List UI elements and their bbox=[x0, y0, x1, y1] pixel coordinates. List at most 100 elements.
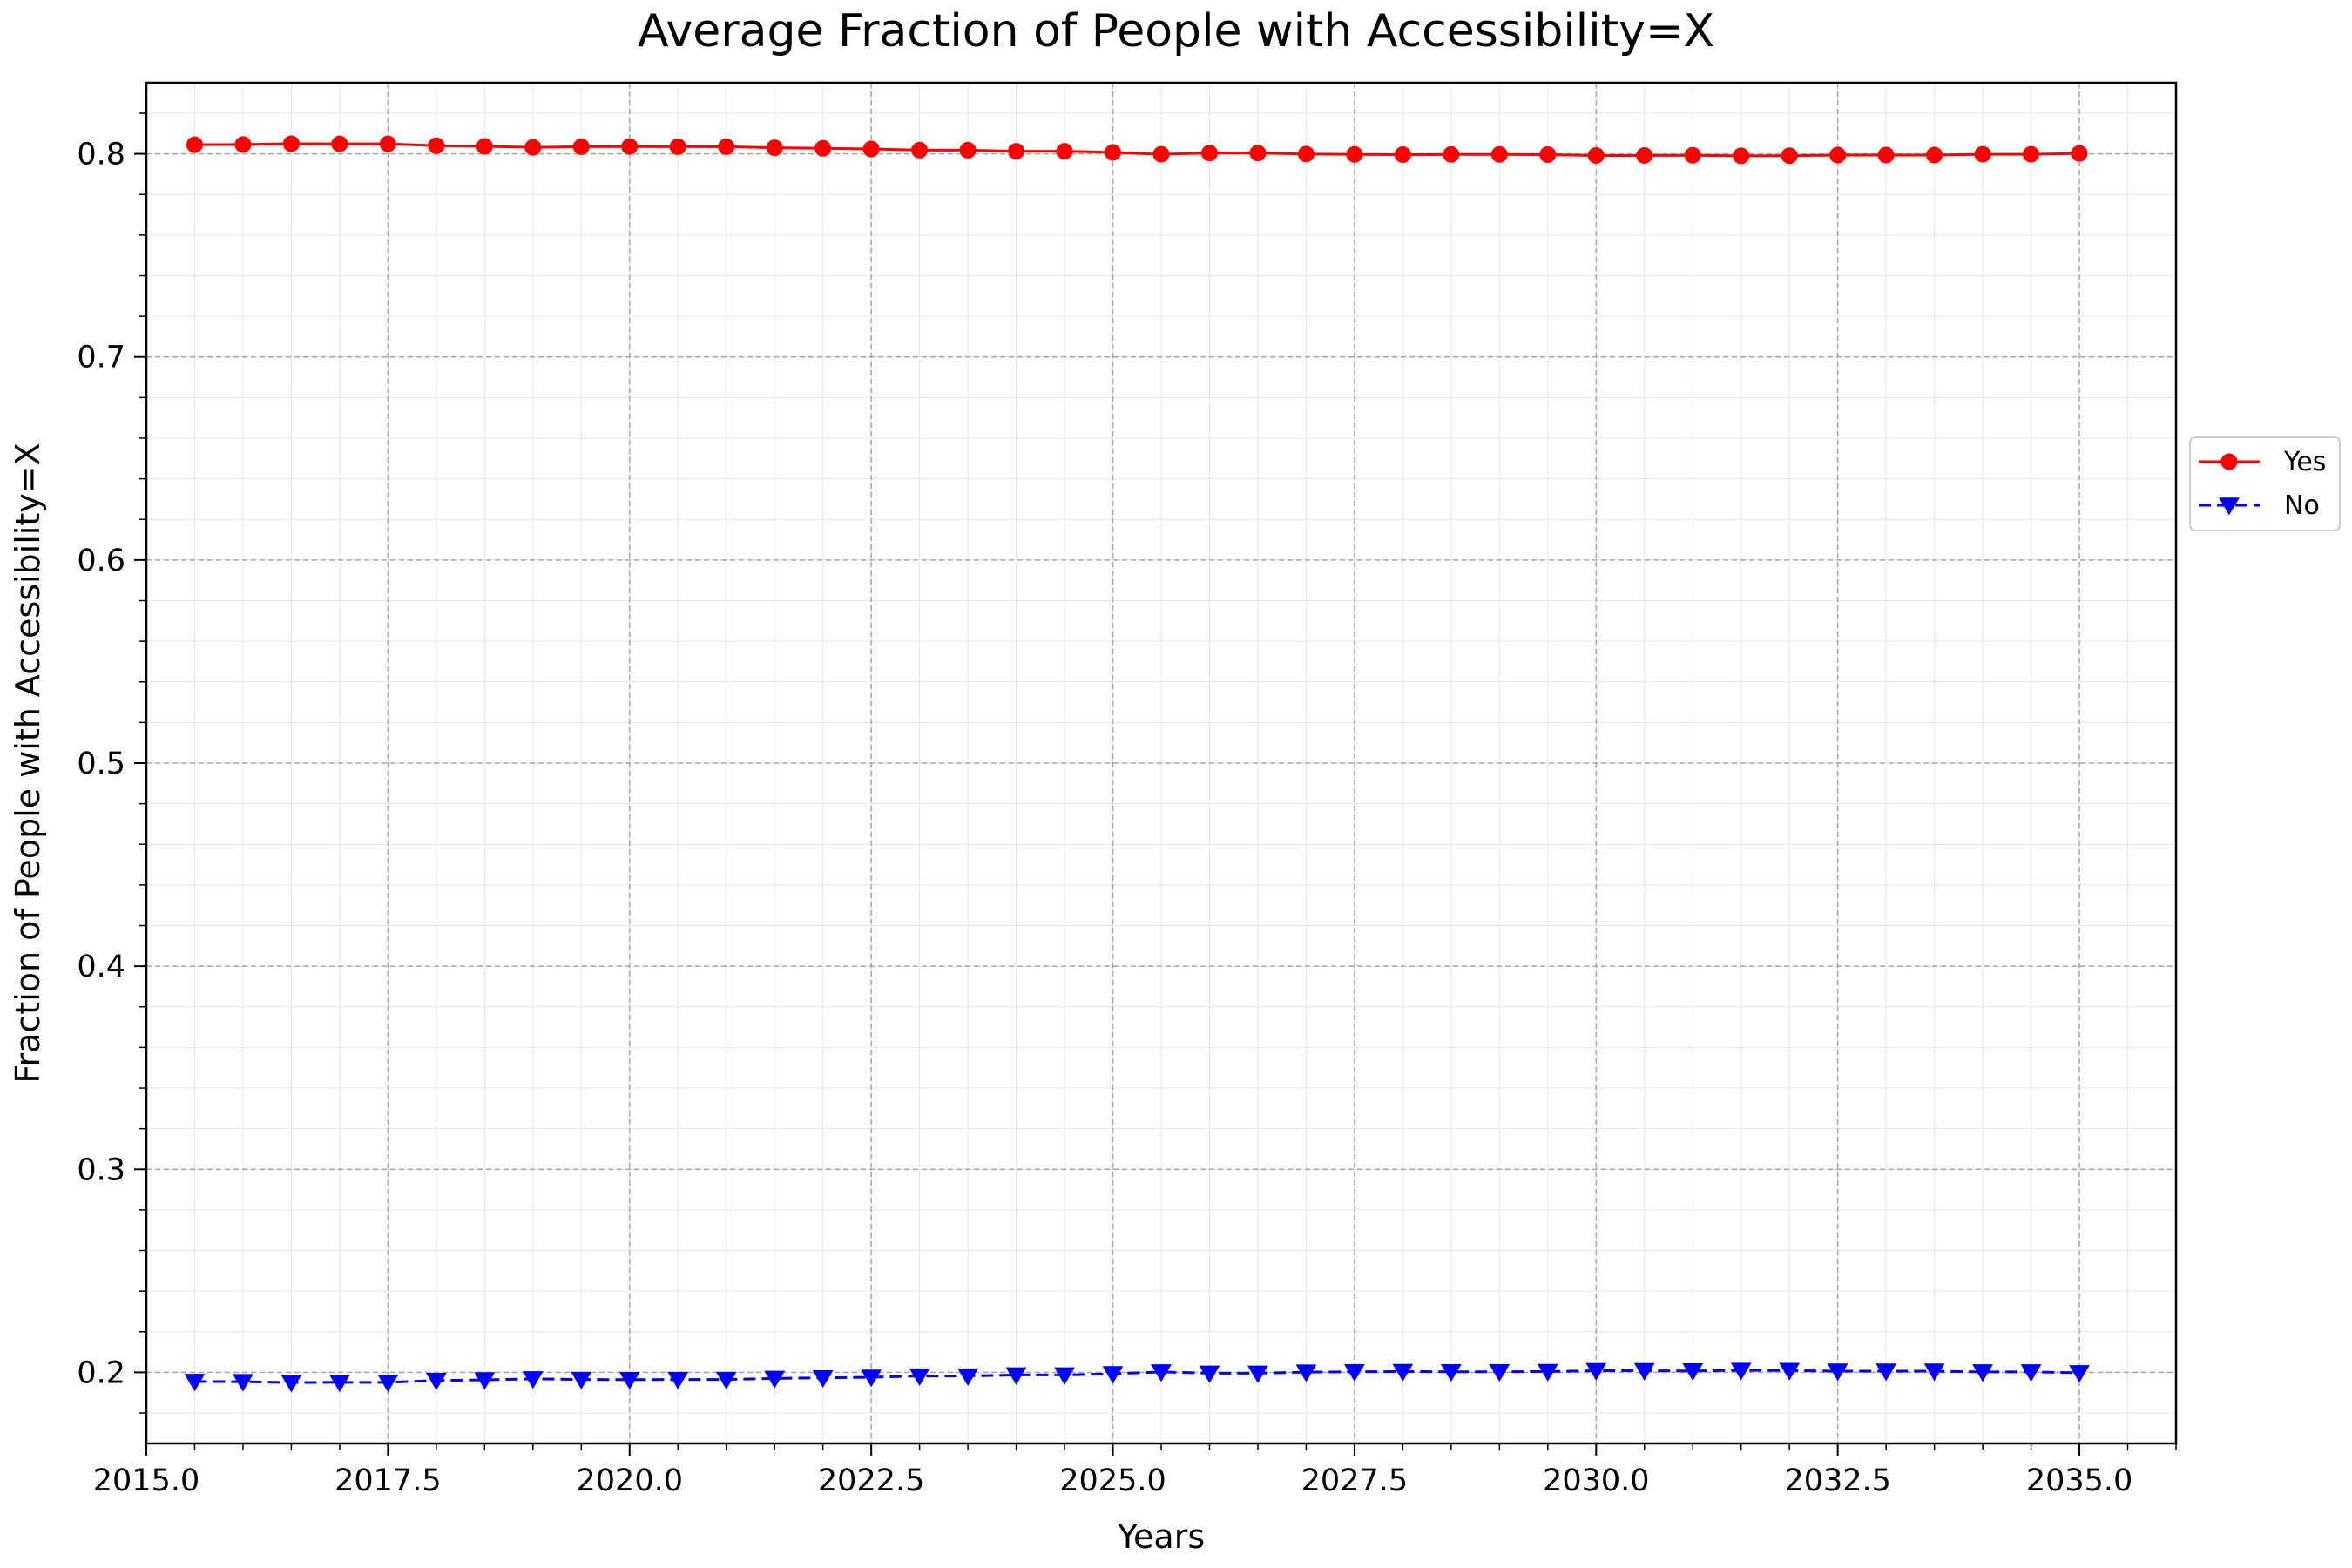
data-point-no bbox=[1054, 1367, 1075, 1385]
series-layer bbox=[184, 135, 2090, 1393]
y-tick-label: 0.3 bbox=[77, 1152, 125, 1187]
data-point-yes bbox=[1733, 147, 1750, 165]
y-axis-label: Fraction of People with Accessibility=X bbox=[9, 443, 47, 1083]
data-point-no bbox=[1199, 1365, 1220, 1383]
data-point-no bbox=[377, 1375, 399, 1393]
data-point-yes bbox=[862, 140, 880, 158]
data-point-yes bbox=[766, 139, 783, 157]
data-point-no bbox=[1247, 1365, 1268, 1383]
data-point-yes bbox=[524, 139, 542, 156]
data-point-yes bbox=[1587, 146, 1605, 164]
data-point-yes bbox=[282, 135, 300, 152]
x-tick-label: 2035.0 bbox=[2026, 1463, 2132, 1498]
data-point-no bbox=[522, 1371, 544, 1389]
x-tick-label: 2030.0 bbox=[1543, 1463, 1649, 1498]
data-point-no bbox=[667, 1371, 689, 1389]
data-point-yes bbox=[1105, 144, 1122, 161]
data-point-no bbox=[1005, 1367, 1027, 1385]
data-point-yes bbox=[476, 138, 493, 155]
data-point-no bbox=[571, 1371, 592, 1389]
data-point-no bbox=[1585, 1362, 1607, 1381]
data-point-yes bbox=[911, 141, 929, 159]
data-point-no bbox=[2020, 1364, 2042, 1382]
data-point-no bbox=[1730, 1362, 1752, 1381]
data-point-no bbox=[1923, 1363, 1945, 1382]
data-point-no bbox=[715, 1371, 737, 1389]
data-point-no bbox=[1151, 1364, 1172, 1382]
data-point-no bbox=[474, 1372, 496, 1390]
data-point-yes bbox=[814, 139, 832, 157]
data-point-yes bbox=[1684, 146, 1701, 164]
data-point-yes bbox=[331, 135, 348, 152]
data-point-yes bbox=[186, 136, 203, 153]
data-point-yes bbox=[1394, 146, 1411, 164]
y-tick-label: 0.2 bbox=[77, 1355, 125, 1390]
data-point-no bbox=[957, 1368, 978, 1387]
y-tick-label: 0.5 bbox=[77, 747, 125, 781]
data-point-yes bbox=[718, 138, 735, 155]
x-tick-label: 2022.5 bbox=[818, 1463, 924, 1498]
data-point-no bbox=[233, 1374, 253, 1392]
chart-title: Average Fraction of People with Accessib… bbox=[638, 5, 1714, 57]
data-point-no bbox=[1972, 1364, 1993, 1382]
data-point-no bbox=[618, 1372, 640, 1390]
x-tick-label: 2025.0 bbox=[1059, 1463, 1166, 1498]
data-point-no bbox=[1392, 1363, 1414, 1382]
axis-ticks: 2015.0 2017.5 2020.0 2022.5 2025.0 2027.5 2030… bbox=[77, 112, 2177, 1498]
data-point-no bbox=[1102, 1366, 1124, 1384]
data-point-yes bbox=[1200, 145, 1218, 162]
legend-label-no: No bbox=[2284, 490, 2320, 521]
data-point-no bbox=[1344, 1363, 1365, 1382]
x-tick-label: 2020.0 bbox=[577, 1463, 683, 1498]
legend-label-yes: Yes bbox=[2283, 447, 2326, 477]
data-point-no bbox=[909, 1368, 930, 1387]
x-tick-label: 2032.5 bbox=[1784, 1463, 1890, 1498]
series-no bbox=[184, 1362, 2090, 1393]
data-point-yes bbox=[1443, 145, 1460, 163]
data-point-yes bbox=[1781, 147, 1798, 165]
data-point-no bbox=[184, 1374, 206, 1392]
data-point-yes bbox=[1877, 146, 1895, 164]
legend-marker-yes bbox=[2220, 453, 2238, 470]
data-point-no bbox=[1489, 1363, 1511, 1382]
legend-marker-no bbox=[2219, 497, 2240, 516]
data-point-no bbox=[764, 1370, 786, 1389]
data-point-yes bbox=[2023, 145, 2040, 163]
data-point-no bbox=[1827, 1363, 1848, 1382]
data-point-no bbox=[425, 1372, 447, 1391]
data-point-yes bbox=[959, 141, 977, 159]
data-point-yes bbox=[1056, 143, 1073, 160]
data-point-yes bbox=[234, 136, 252, 153]
x-tick-label: 2015.0 bbox=[93, 1463, 199, 1498]
data-point-yes bbox=[1008, 143, 1025, 160]
data-point-no bbox=[1779, 1362, 1801, 1381]
data-point-yes bbox=[621, 138, 639, 155]
y-tick-label: 0.6 bbox=[77, 544, 125, 578]
data-point-yes bbox=[1346, 145, 1363, 163]
data-point-no bbox=[280, 1375, 302, 1393]
data-point-yes bbox=[2071, 145, 2088, 162]
data-point-no bbox=[2069, 1365, 2090, 1383]
data-point-yes bbox=[1974, 145, 1991, 163]
x-tick-label: 2027.5 bbox=[1301, 1463, 1408, 1498]
y-tick-label: 0.7 bbox=[77, 341, 125, 375]
data-point-yes bbox=[669, 138, 686, 155]
data-point-yes bbox=[1829, 146, 1847, 164]
x-axis-label: Years bbox=[1117, 1517, 1205, 1556]
data-point-yes bbox=[1539, 146, 1557, 164]
data-point-yes bbox=[1152, 145, 1170, 163]
data-point-no bbox=[1537, 1363, 1558, 1382]
data-point-yes bbox=[572, 138, 590, 155]
series-line-yes bbox=[194, 142, 2080, 158]
data-point-no bbox=[1633, 1362, 1655, 1381]
x-tick-label: 2017.5 bbox=[335, 1463, 441, 1498]
data-point-no bbox=[1440, 1363, 1462, 1382]
data-point-no bbox=[1295, 1364, 1317, 1382]
data-point-yes bbox=[379, 135, 396, 152]
series-yes bbox=[186, 135, 2088, 165]
data-point-no bbox=[1876, 1363, 1897, 1382]
data-point-no bbox=[861, 1369, 882, 1388]
legend: Yes No bbox=[2189, 436, 2341, 531]
data-point-yes bbox=[428, 137, 445, 154]
